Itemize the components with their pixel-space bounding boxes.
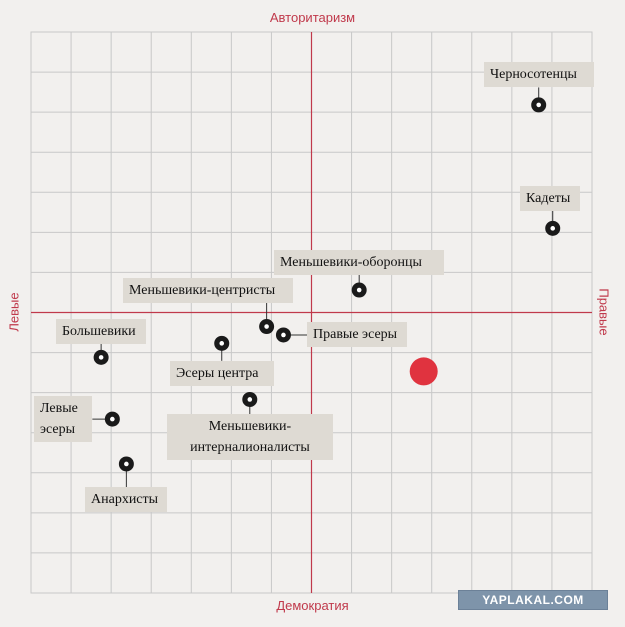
axis-title-top: Авторитаризм <box>269 10 356 25</box>
point-label: Правые эсеры <box>307 322 407 347</box>
point-label: Кадеты <box>520 186 580 211</box>
highlight-point <box>409 357 438 386</box>
data-point-center <box>550 226 556 231</box>
data-point-center <box>247 397 253 402</box>
point-label: Черносотенцы <box>484 62 594 87</box>
point-label-line: эсеры <box>40 422 76 437</box>
point-label-line: интерналионалисты <box>190 440 310 455</box>
watermark: YAPLAKAL.COM <box>458 590 608 610</box>
point-label: Меньшевики-интерналионалисты <box>167 414 333 460</box>
point-label: Левые эсеры <box>34 396 92 442</box>
axis-title-bottom: Демократия <box>276 598 349 613</box>
data-point-center <box>281 332 286 338</box>
data-point-center <box>110 416 115 422</box>
data-point-center <box>219 341 225 346</box>
data-point-center <box>536 102 542 108</box>
data-point-center <box>98 355 104 360</box>
data-point-center <box>264 324 269 329</box>
data-point-center <box>124 461 129 467</box>
point-label: Анархисты <box>85 487 167 512</box>
point-label-line: Меньшевики- <box>208 419 292 434</box>
point-label: Меньшевики-центристы <box>123 278 293 303</box>
point-label-line: Левые <box>40 401 78 416</box>
point-label: Эсеры центра <box>170 361 274 386</box>
point-label: Меньшевики-оборонцы <box>274 250 444 275</box>
point-label: Большевики <box>56 319 146 344</box>
data-point-center <box>356 287 362 293</box>
